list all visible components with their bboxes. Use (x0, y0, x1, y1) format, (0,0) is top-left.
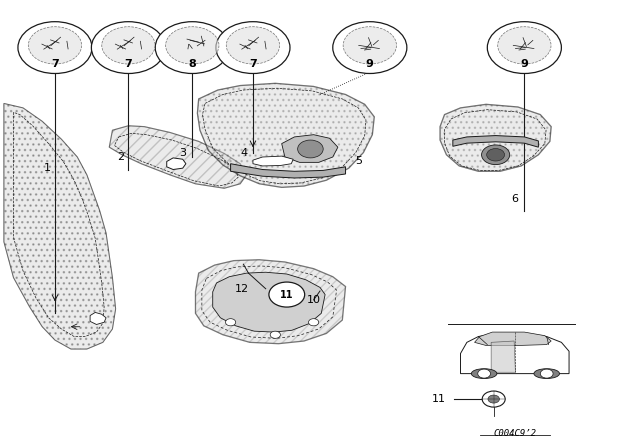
Circle shape (487, 22, 561, 73)
Polygon shape (491, 341, 515, 372)
Text: 7: 7 (51, 60, 59, 69)
Text: C004C9’2: C004C9’2 (493, 429, 536, 439)
Polygon shape (282, 135, 338, 162)
Text: 2: 2 (117, 152, 124, 162)
Circle shape (481, 145, 509, 164)
Polygon shape (109, 126, 246, 188)
Text: 1: 1 (44, 163, 51, 173)
Polygon shape (253, 156, 293, 166)
Circle shape (156, 22, 229, 73)
Circle shape (298, 140, 323, 158)
Polygon shape (212, 272, 325, 332)
Circle shape (92, 22, 166, 73)
Polygon shape (230, 164, 346, 178)
Polygon shape (197, 83, 374, 187)
Text: 7: 7 (249, 60, 257, 69)
Circle shape (102, 27, 155, 64)
Ellipse shape (534, 369, 559, 379)
Circle shape (225, 319, 236, 326)
Circle shape (482, 391, 505, 407)
Text: 11: 11 (432, 394, 446, 404)
Polygon shape (4, 103, 116, 349)
Circle shape (18, 22, 92, 73)
Polygon shape (474, 332, 551, 345)
Circle shape (28, 27, 82, 64)
Text: 8: 8 (188, 60, 196, 69)
Circle shape (477, 369, 490, 378)
Text: 7: 7 (125, 60, 132, 69)
Circle shape (227, 27, 280, 64)
Polygon shape (90, 312, 106, 324)
Polygon shape (453, 136, 538, 147)
Circle shape (488, 395, 499, 403)
Text: 9: 9 (520, 60, 528, 69)
Text: 6: 6 (511, 194, 518, 204)
Polygon shape (461, 333, 569, 374)
Circle shape (166, 27, 219, 64)
Text: 11: 11 (280, 289, 294, 300)
Circle shape (498, 27, 551, 64)
Text: 10: 10 (307, 295, 321, 305)
Circle shape (270, 331, 280, 338)
Ellipse shape (471, 369, 497, 379)
Polygon shape (195, 260, 346, 344)
Text: 3: 3 (179, 147, 186, 158)
Circle shape (333, 22, 407, 73)
Circle shape (269, 282, 305, 307)
Text: 9: 9 (366, 60, 374, 69)
Polygon shape (167, 158, 186, 169)
Text: 5: 5 (355, 156, 362, 167)
Circle shape (540, 369, 553, 378)
Circle shape (486, 149, 504, 161)
Text: 12: 12 (235, 284, 249, 294)
Circle shape (216, 22, 290, 73)
Circle shape (308, 319, 319, 326)
Text: 4: 4 (241, 147, 248, 158)
Polygon shape (440, 104, 551, 171)
Circle shape (343, 27, 397, 64)
